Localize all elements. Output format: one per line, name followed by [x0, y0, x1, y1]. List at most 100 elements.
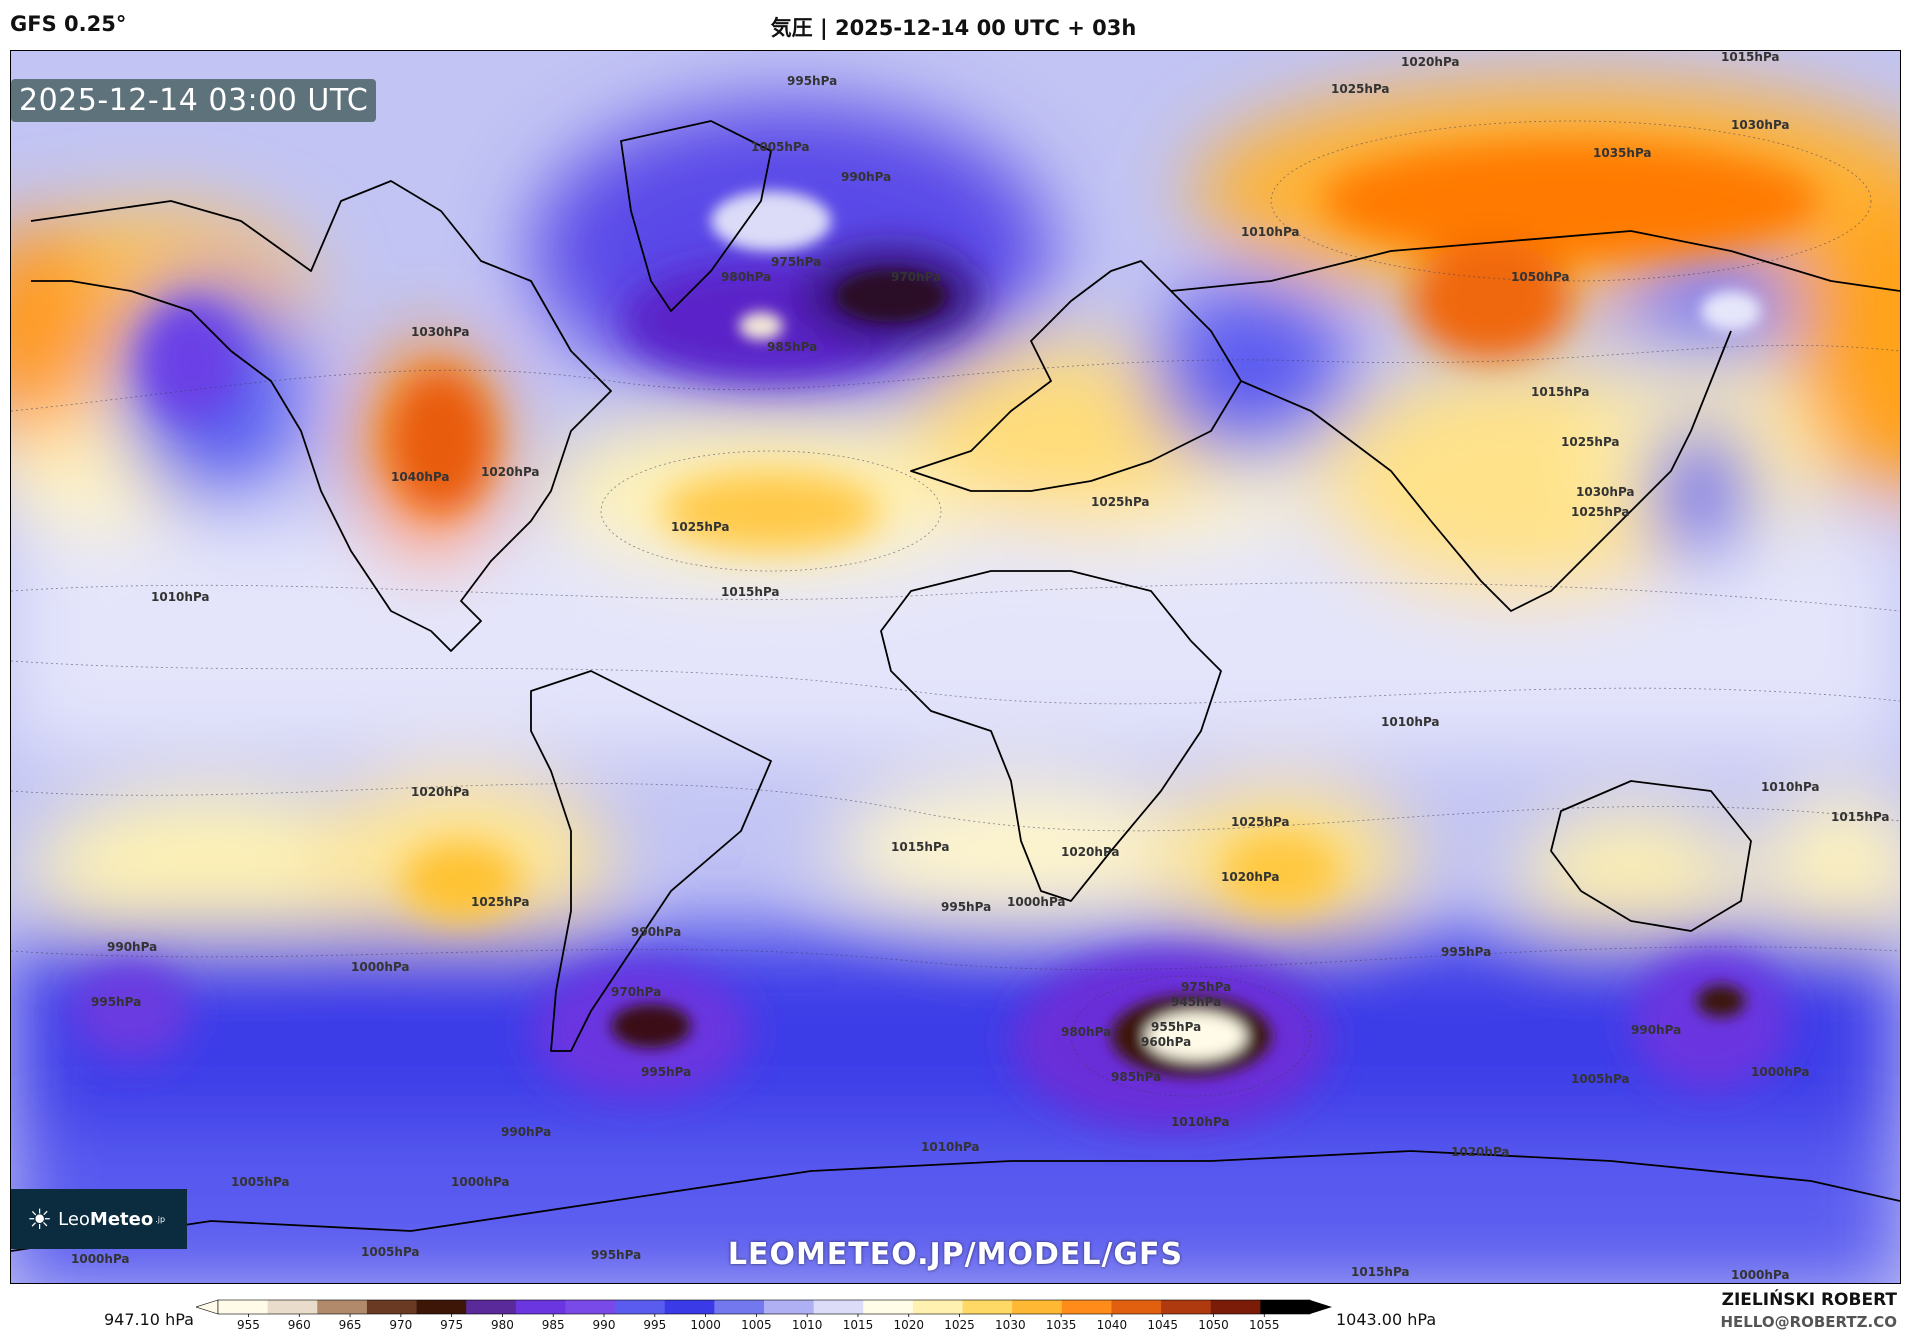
colorbar-tick-label: 1055: [1249, 1318, 1280, 1332]
colorbar-tick-label: 990: [593, 1318, 616, 1332]
isobar-label: 945hPa: [1171, 995, 1221, 1009]
colorbar-segment: [317, 1300, 368, 1314]
isobar-label: 1015hPa: [891, 840, 950, 854]
colorbar-segment: [218, 1300, 269, 1314]
isobar-label: 980hPa: [721, 270, 771, 284]
author-email[interactable]: HELLO@ROBERTZ.CO: [1720, 1313, 1897, 1331]
colorbar-segment: [1260, 1300, 1311, 1314]
colorbar-segment: [615, 1300, 666, 1314]
model-label: GFS 0.25°: [10, 12, 127, 36]
isobar-label: 1015hPa: [1721, 51, 1780, 64]
colorbar-tick-label: 1000: [690, 1318, 721, 1332]
colorbar-high-tip: [1310, 1300, 1332, 1314]
isobar-label: 1010hPa: [921, 1140, 980, 1154]
isobar-label: 1015hPa: [1831, 810, 1890, 824]
colorbar-segment: [267, 1300, 318, 1314]
isobar-label: 1005hPa: [231, 1175, 290, 1189]
colorbar-tick-label: 960: [288, 1318, 311, 1332]
colorbar-segment: [714, 1300, 765, 1314]
colorbar-segment: [466, 1300, 517, 1314]
isobar-label: 995hPa: [641, 1065, 691, 1079]
author-name: ZIELIŃSKI ROBERT: [1721, 1290, 1897, 1310]
isobar-label: 1025hPa: [671, 520, 730, 534]
colorbar-tick-label: 1045: [1147, 1318, 1178, 1332]
isobar-label: 995hPa: [941, 900, 991, 914]
colorbar-segment: [664, 1300, 715, 1314]
colorbar-tick-label: 985: [542, 1318, 565, 1332]
colorbar-min-label: 947.10 hPa: [104, 1310, 194, 1329]
colorbar-segment: [863, 1300, 914, 1314]
colorbar-tick-label: 1035: [1046, 1318, 1077, 1332]
isobar-label: 1020hPa: [1221, 870, 1280, 884]
isobar-label: 990hPa: [841, 170, 891, 184]
isobar-label: 1020hPa: [411, 785, 470, 799]
isobar-label: 995hPa: [787, 74, 837, 88]
isobar-label: 1005hPa: [361, 1245, 420, 1259]
sun-icon: ☀: [27, 1202, 53, 1236]
isobar-label: 1025hPa: [1561, 435, 1620, 449]
isobar-label: 990hPa: [631, 925, 681, 939]
colorbar-segment: [764, 1300, 815, 1314]
colorbar-max-label: 1043.00 hPa: [1336, 1310, 1437, 1329]
isobar-label: 1020hPa: [1061, 845, 1120, 859]
isobar-label: 1025hPa: [1231, 815, 1290, 829]
chart-title: 気圧 | 2025-12-14 00 UTC + 03h: [770, 16, 1137, 40]
isobar-label: 1010hPa: [1381, 715, 1440, 729]
logo-prefix: Leo: [58, 1208, 90, 1230]
isobar-label: 985hPa: [767, 340, 817, 354]
colorbar-tick-label: 1030: [995, 1318, 1026, 1332]
isobar-label: 990hPa: [107, 940, 157, 954]
isobar-label: 1010hPa: [151, 590, 210, 604]
colorbar-frame: [217, 1299, 1311, 1315]
isobar-label: 1015hPa: [1351, 1265, 1410, 1279]
isobar-label: 975hPa: [1181, 980, 1231, 994]
colorbar-tick-label: 1005: [741, 1318, 772, 1332]
colorbar-segment: [515, 1300, 566, 1314]
colorbar-tick-label: 980: [491, 1318, 514, 1332]
isobar-label: 1030hPa: [1576, 485, 1635, 499]
isobar-label: 1040hPa: [391, 470, 450, 484]
pressure-colorbar: 955 960 965 970 975 980 985 990 995 1000 1005 1010 1…: [196, 1299, 1332, 1332]
colorbar-segment: [1111, 1300, 1162, 1314]
isobar-label: 1025hPa: [1091, 495, 1150, 509]
colorbar-segment: [813, 1300, 864, 1314]
colorbar-tick-label: 1040: [1097, 1318, 1128, 1332]
isobar-label: 1000hPa: [451, 1175, 510, 1189]
isobar-label: 955hPa: [1151, 1020, 1201, 1034]
pressure-map[interactable]: 995hPa 1005hPa 990hPa 975hPa 970hPa 985h…: [10, 50, 1901, 1284]
isobar-label: 1025hPa: [471, 895, 530, 909]
colorbar-tick-label: 955: [237, 1318, 260, 1332]
colorbar-tick-label: 1025: [944, 1318, 975, 1332]
isobar-label: 1020hPa: [481, 465, 540, 479]
isobar-label: 1025hPa: [1571, 505, 1630, 519]
isobar-label: 990hPa: [501, 1125, 551, 1139]
colorbar-tick-label: 1015: [843, 1318, 874, 1332]
colorbar-segment: [1210, 1300, 1261, 1314]
isobar-label: 1000hPa: [71, 1252, 130, 1266]
colorbar-tick-label: 1050: [1198, 1318, 1229, 1332]
colorbar-segment: [565, 1300, 616, 1314]
isobar-label: 1050hPa: [1511, 270, 1570, 284]
colorbar-segment: [912, 1300, 964, 1314]
pressure-field: 995hPa 1005hPa 990hPa 975hPa 970hPa 985h…: [11, 51, 1900, 1283]
colorbar-segment: [962, 1300, 1013, 1314]
isobar-label: 1015hPa: [1531, 385, 1590, 399]
colorbar-low-tip: [196, 1299, 219, 1315]
colorbar-segment: [366, 1300, 418, 1314]
isobar-label: 1000hPa: [1007, 895, 1066, 909]
logo-suffix: Meteo: [89, 1208, 154, 1230]
isobar-label: 995hPa: [1441, 945, 1491, 959]
isobar-label: 990hPa: [1631, 1023, 1681, 1037]
isobar-label: 970hPa: [611, 985, 661, 999]
colorbar-tick-label: 970: [389, 1318, 412, 1332]
isobar-label: 1010hPa: [1761, 780, 1820, 794]
colorbar-segment: [1012, 1300, 1063, 1314]
isobar-label: 1005hPa: [751, 140, 810, 154]
isobar-label: 1030hPa: [411, 325, 470, 339]
isobar-label: 1000hPa: [1731, 1268, 1790, 1282]
logo-tld: .jp: [155, 1214, 166, 1224]
isobar-label: 975hPa: [771, 255, 821, 269]
isobar-label: 970hPa: [891, 270, 941, 284]
isobar-label: 1030hPa: [1731, 118, 1790, 132]
leometeo-logo[interactable]: ☀ Leo Meteo .jp: [11, 1189, 187, 1249]
